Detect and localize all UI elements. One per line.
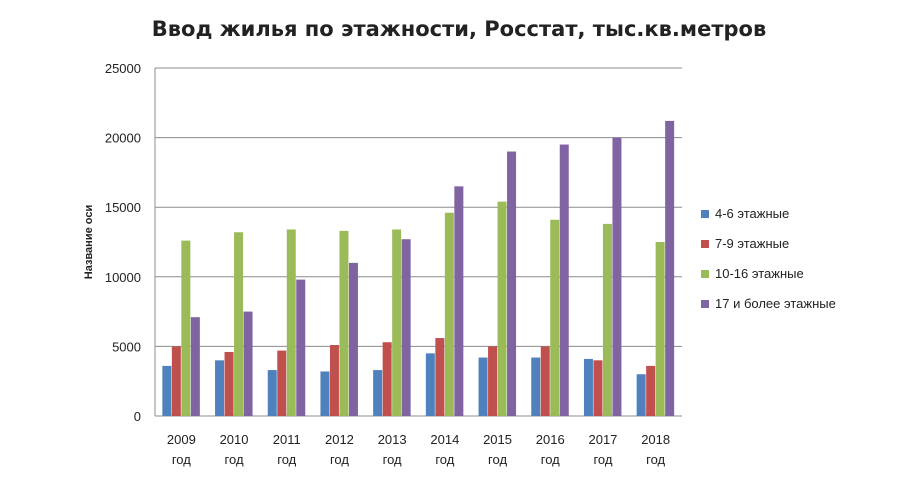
x-tick-label: 2018 год [641,432,670,467]
y-tick-label: 25000 [105,61,141,76]
y-tick-label: 20000 [105,131,141,146]
bar [181,240,191,416]
legend: 4-6 этажные 7-9 этажные 10-16 этажные 17 и … [701,206,836,311]
y-tick-label: 5000 [112,339,141,354]
bar [286,229,296,416]
bar [507,151,517,416]
legend-label: 4-6 этажные [715,206,789,221]
bar [478,357,488,416]
x-tick-label: 2012 год [325,432,354,467]
y-axis-label: Название оси [83,205,95,279]
bar [646,365,656,416]
legend-swatch [701,210,709,218]
bar [540,346,550,416]
x-tick-label: 2010 год [220,432,249,467]
bar [497,201,507,416]
bar [339,230,349,416]
bar [277,350,287,416]
legend-swatch [701,240,709,248]
bar [215,360,225,416]
bar [583,358,593,416]
x-tick-label: 2016 год [536,432,565,467]
x-tick-labels: 2009 год 2010 год 2011 год 2012 год 2013 год 2014 г… [167,432,670,467]
bar [636,374,646,416]
bar [373,370,383,416]
x-tick-label: 2009 год [167,432,196,467]
bar [550,219,560,416]
bar [320,371,330,416]
bar [531,357,541,416]
x-tick-label: 2011 год [273,432,301,467]
bar [162,365,172,416]
bar [329,345,339,416]
bar [224,351,234,416]
bar [665,120,675,417]
bar [593,360,603,416]
legend-label: 10-16 этажные [715,266,804,281]
bar [401,239,411,416]
bars [162,120,675,417]
legend-swatch [701,300,709,308]
bar [171,346,181,416]
bar [655,242,665,416]
x-tick-label: 2015 год [483,432,512,467]
bar [488,346,498,416]
y-tick-label: 10000 [105,270,141,285]
bar [435,338,445,416]
bar [602,223,612,416]
bar [267,370,277,416]
bar [392,229,402,416]
x-tick-label: 2014 год [430,432,459,467]
bar [243,311,253,416]
chart-title: Ввод жилья по этажности, Росстат, тыс.кв… [152,17,767,41]
bar [612,137,622,416]
bar [296,279,306,416]
bar [425,353,435,416]
bar [382,342,392,416]
legend-swatch [701,270,709,278]
x-tick-label: 2013 год [378,432,407,467]
y-tick-label: 0 [134,409,141,424]
bar [454,186,464,416]
legend-label: 7-9 этажные [715,236,789,251]
x-tick-label: 2017 год [588,432,617,467]
bar [348,262,358,416]
bar [444,212,454,416]
bar [559,144,569,416]
y-tick-labels: 0 5000 10000 15000 20000 25000 [105,61,141,424]
y-tick-label: 15000 [105,200,141,215]
legend-label: 17 и более этажные [715,296,836,311]
bar [190,317,200,416]
bar [234,232,244,416]
